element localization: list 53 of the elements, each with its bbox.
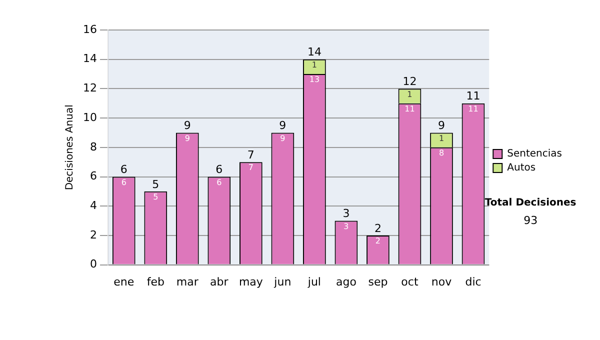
y-tick-label: 2 bbox=[90, 228, 97, 242]
total-label: 3 bbox=[342, 207, 350, 220]
x-tick-label: dic bbox=[465, 275, 482, 288]
data-label: 9 bbox=[184, 134, 190, 143]
y-tick-label: 6 bbox=[90, 170, 97, 183]
x-tick-label: nov bbox=[431, 275, 452, 288]
legend-label: Sentencias bbox=[507, 148, 562, 160]
data-label: 5 bbox=[153, 192, 158, 202]
data-label: 6 bbox=[216, 178, 222, 187]
total-label: 12 bbox=[402, 75, 417, 88]
text: 93 bbox=[524, 214, 538, 227]
x-tick-label: mar bbox=[176, 275, 199, 288]
total-label: 6 bbox=[120, 163, 128, 176]
y-axis-title: Decisiones Anual bbox=[64, 104, 76, 190]
x-tick-label: jul bbox=[306, 275, 321, 288]
data-label: 11 bbox=[404, 104, 415, 114]
data-label: 13 bbox=[309, 75, 320, 84]
total-label: 7 bbox=[247, 148, 254, 162]
x-tick-label: sep bbox=[368, 275, 388, 288]
data-label: 7 bbox=[248, 163, 254, 172]
total-label: 11 bbox=[466, 90, 480, 103]
data-label: 1 bbox=[312, 60, 317, 70]
total-label: 2 bbox=[374, 222, 382, 235]
data-label: 2 bbox=[375, 236, 381, 246]
data-label: 3 bbox=[344, 222, 349, 231]
data-label: 1 bbox=[438, 134, 444, 143]
data-label: 6 bbox=[121, 178, 126, 187]
y-tick-label: 16 bbox=[82, 22, 97, 36]
data-label: 1 bbox=[407, 90, 412, 99]
y-tick-label: 0 bbox=[90, 258, 97, 271]
data-label: 9 bbox=[280, 134, 286, 143]
x-tick-label: abr bbox=[210, 275, 229, 288]
total-label: 9 bbox=[184, 119, 191, 132]
x-tick-label: feb bbox=[146, 275, 164, 288]
y-tick-label: 4 bbox=[90, 198, 97, 212]
data-label: 8 bbox=[438, 148, 444, 158]
annotation: Total Decisiones bbox=[484, 198, 576, 209]
x-tick-label: ago bbox=[336, 275, 357, 288]
x-tick-label: ene bbox=[114, 275, 134, 288]
y-tick-label: 14 bbox=[82, 52, 97, 66]
x-tick-label: may bbox=[238, 275, 264, 288]
total-label: 9 bbox=[279, 119, 286, 132]
total-label: 6 bbox=[216, 163, 223, 176]
total-label: 5 bbox=[152, 178, 160, 191]
y-tick-label: 12 bbox=[82, 82, 97, 95]
y-tick-label: 8 bbox=[90, 140, 97, 154]
legend-label: Autos bbox=[507, 162, 536, 174]
x-tick-label: jun bbox=[273, 275, 292, 288]
y-tick-label: 10 bbox=[82, 110, 97, 124]
x-tick-label: oct bbox=[401, 275, 419, 288]
total-label: 14 bbox=[307, 46, 322, 59]
data-label: 11 bbox=[468, 104, 478, 114]
total-label: 9 bbox=[438, 119, 445, 132]
